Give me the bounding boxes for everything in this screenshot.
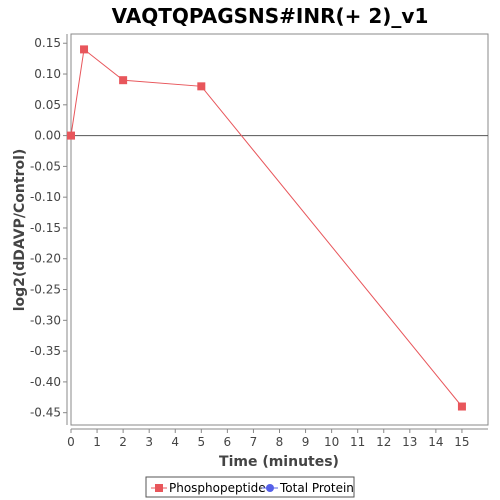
data-point-phosphopeptide — [80, 45, 89, 54]
y-tick-label: -0.30 — [30, 313, 61, 327]
series-layer — [67, 45, 466, 411]
x-tick-label: 13 — [402, 435, 417, 449]
legend-item-total-protein: Total Protein — [262, 481, 354, 495]
legend-item-phosphopeptide: Phosphopeptide — [151, 481, 266, 495]
y-tick-label: 0.15 — [34, 36, 61, 50]
y-tick-label: -0.25 — [30, 283, 61, 297]
y-tick-label: -0.35 — [30, 344, 61, 358]
x-tick-label: 12 — [376, 435, 391, 449]
y-tick-label: 0.00 — [34, 129, 61, 143]
x-tick-label: 5 — [197, 435, 205, 449]
x-axis: 0 1 2 3 4 5 6 7 8 9 10 11 12 13 14 15 — [67, 428, 488, 449]
legend-marker-total-protein — [266, 484, 274, 492]
data-point-phosphopeptide — [197, 82, 206, 91]
x-tick-label: 2 — [119, 435, 127, 449]
x-tick-label: 1 — [93, 435, 101, 449]
legend-marker-phosphopeptide — [155, 484, 163, 492]
y-axis: 0.15 0.10 0.05 0.00 -0.05 -0.10 -0.15 -0.20 -0.2… — [30, 34, 68, 425]
x-tick-label: 3 — [145, 435, 153, 449]
x-tick-label: 11 — [350, 435, 365, 449]
y-axis-label: log2(dDAVP/Control) — [12, 149, 28, 312]
legend-label-total-protein: Total Protein — [279, 481, 354, 495]
legend: Phosphopeptide Total Protein — [145, 476, 355, 498]
y-tick-label: 0.10 — [34, 67, 61, 81]
x-tick-label: 0 — [67, 435, 75, 449]
y-tick-label: -0.40 — [30, 375, 61, 389]
y-tick-label: -0.05 — [30, 159, 61, 173]
x-tick-label: 4 — [171, 435, 179, 449]
x-tick-label: 7 — [250, 435, 258, 449]
y-tick-label: -0.10 — [30, 190, 61, 204]
data-point-phosphopeptide — [457, 402, 466, 411]
plot-area — [70, 33, 489, 426]
legend-label-phosphopeptide: Phosphopeptide — [169, 481, 266, 495]
chart-title: VAQTQPAGSNS#INR(+ 2)_v1 — [112, 4, 429, 28]
x-tick-label: 15 — [454, 435, 469, 449]
y-tick-label: 0.05 — [34, 98, 61, 112]
x-tick-label: 14 — [428, 435, 443, 449]
x-axis-label: Time (minutes) — [219, 454, 339, 470]
y-tick-label: -0.20 — [30, 252, 61, 266]
x-tick-label: 8 — [276, 435, 284, 449]
x-tick-label: 6 — [224, 435, 232, 449]
legend-box — [145, 476, 355, 498]
y-tick-label: -0.45 — [30, 406, 61, 420]
data-point-phosphopeptide — [119, 76, 128, 85]
data-point-phosphopeptide — [67, 131, 75, 140]
x-tick-label: 9 — [302, 435, 310, 449]
x-tick-label: 10 — [324, 435, 339, 449]
y-tick-label: -0.15 — [30, 221, 61, 235]
